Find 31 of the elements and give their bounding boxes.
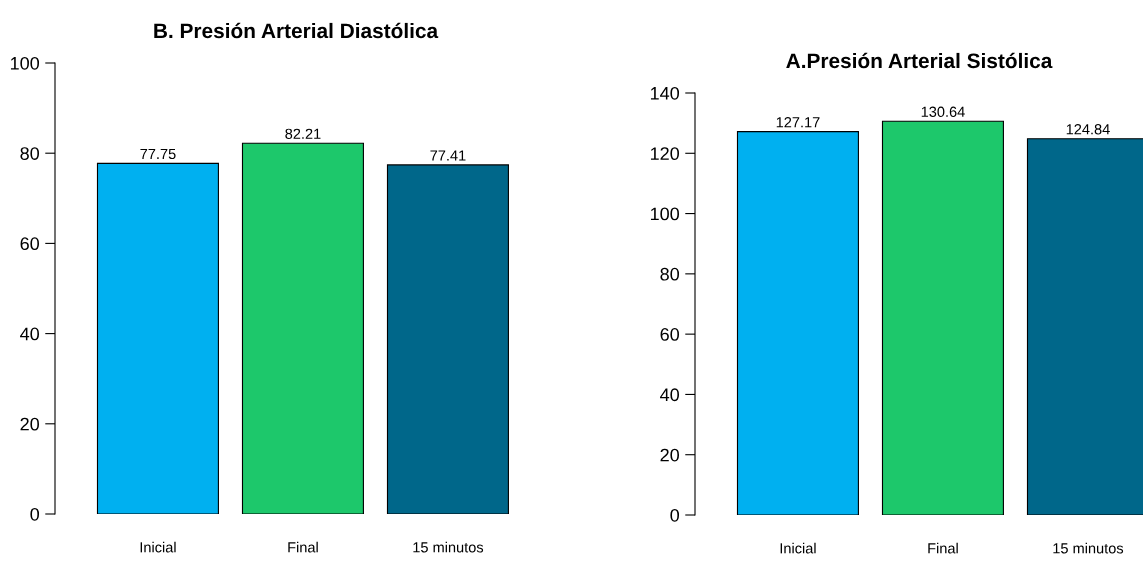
y-tick-label: 60 bbox=[20, 237, 40, 251]
y-tick-label: 80 bbox=[20, 147, 40, 160]
chart-title: B. Presión Arterial Diastólica bbox=[154, 22, 439, 39]
y-tick-label: 100 bbox=[650, 207, 680, 221]
data-label: 124.84 bbox=[1066, 124, 1110, 135]
x-tick-label: Final bbox=[288, 541, 318, 553]
data-label: 82.21 bbox=[285, 128, 321, 139]
bar bbox=[241, 142, 364, 514]
y-tick-label: 120 bbox=[650, 147, 680, 161]
x-tick-label: Inicial bbox=[780, 542, 816, 554]
x-tick-label: 15 minutos bbox=[413, 541, 484, 553]
y-tick-label: 20 bbox=[20, 417, 40, 431]
y-tick-label: 0 bbox=[30, 507, 40, 521]
y-tick-label: 20 bbox=[660, 448, 680, 462]
y-tick-label: 40 bbox=[660, 388, 680, 402]
data-label: 77.41 bbox=[430, 150, 466, 161]
x-tick-label: 15 minutos bbox=[1053, 542, 1124, 554]
y-tick-label: 60 bbox=[660, 328, 680, 341]
data-label: 77.75 bbox=[140, 148, 176, 160]
y-tick-label: 80 bbox=[660, 267, 680, 281]
bar bbox=[96, 162, 219, 514]
bar bbox=[386, 164, 509, 514]
y-tick-label: 140 bbox=[650, 86, 680, 100]
x-tick-label: Final bbox=[928, 542, 958, 554]
data-label: 127.17 bbox=[776, 117, 820, 128]
y-tick-label: 40 bbox=[20, 327, 40, 341]
x-tick-label: Inicial bbox=[140, 541, 176, 553]
chart-title: A.Presión Arterial Sistólica bbox=[786, 52, 1053, 69]
y-tick-label: 100 bbox=[10, 56, 40, 70]
y-tick-label: 0 bbox=[670, 508, 680, 522]
data-label: 130.64 bbox=[921, 106, 965, 117]
